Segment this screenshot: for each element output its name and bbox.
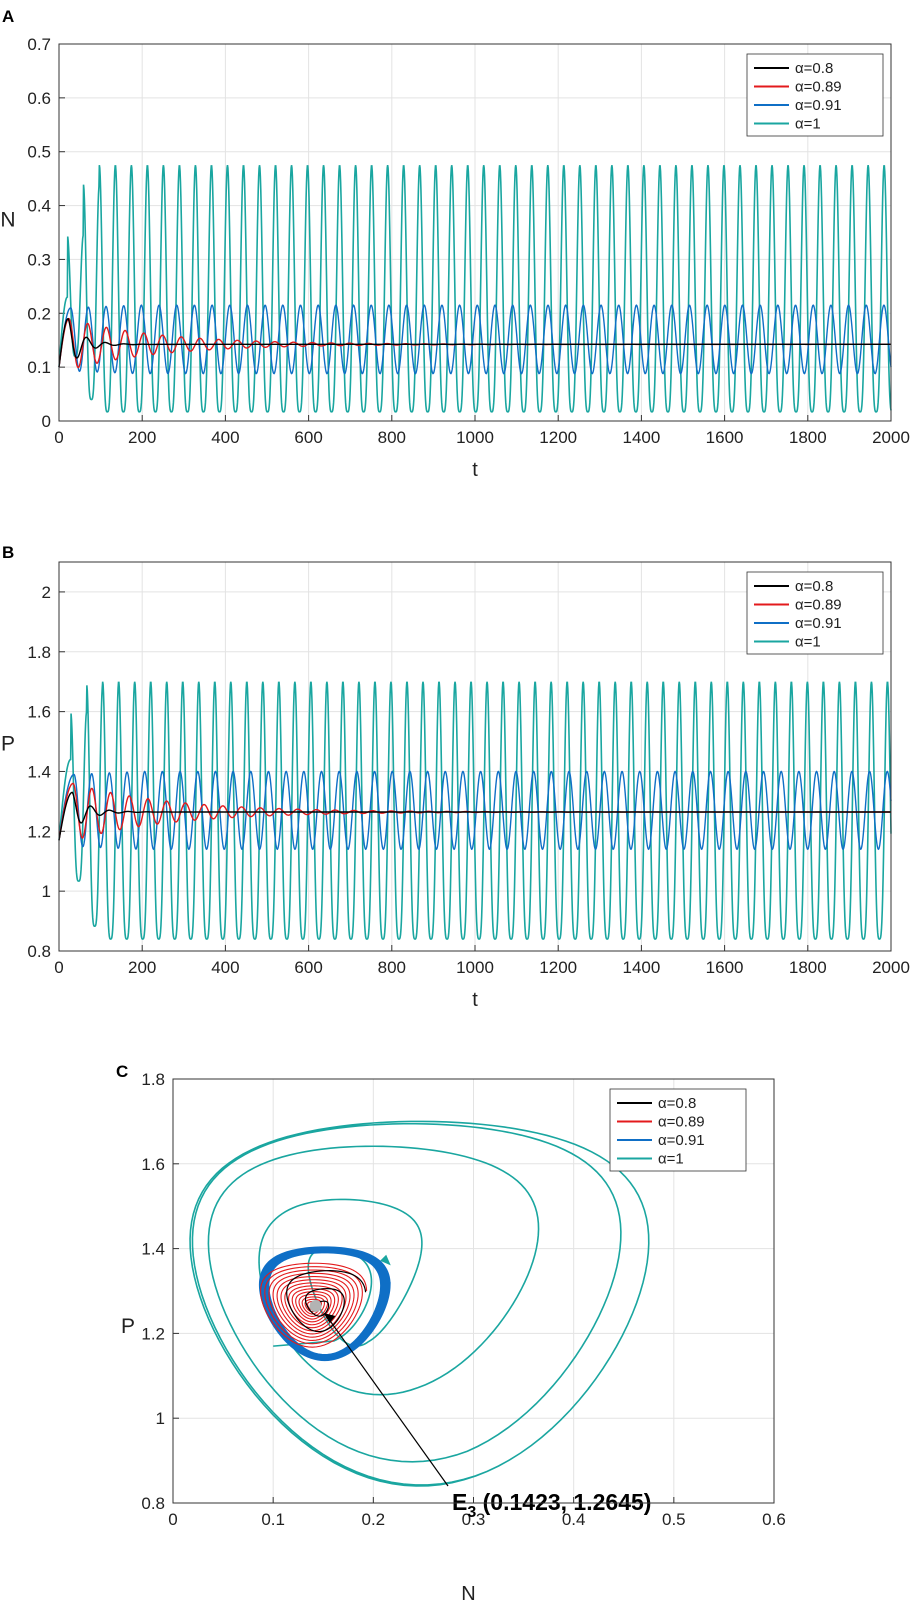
y-tick-label: 0.4	[27, 197, 51, 216]
x-tick-label: 1000	[456, 958, 494, 977]
panel-label: A	[2, 7, 14, 26]
series-line-α=0.91	[58, 770, 892, 851]
y-tick-label: 0.8	[27, 942, 51, 961]
panel-label: B	[2, 543, 14, 562]
legend-label: α=1	[658, 1151, 684, 1168]
legend-label: α=0.89	[795, 597, 842, 614]
panel-label: C	[116, 1062, 128, 1081]
y-tick-label: 2	[42, 583, 51, 602]
y-tick-label: 0	[42, 412, 51, 431]
y-tick-label: 0.3	[27, 250, 51, 269]
x-tick-label: 400	[211, 428, 239, 447]
annotation-arrowhead	[323, 1313, 336, 1324]
x-tick-label: 1800	[789, 958, 827, 977]
y-tick-label: 0.6	[27, 89, 51, 108]
x-tick-label: 0.3	[462, 1510, 486, 1529]
direction-arrow	[380, 1254, 391, 1266]
x-tick-label: 1600	[706, 428, 744, 447]
x-tick-label: 1800	[789, 428, 827, 447]
y-axis-label: N	[0, 209, 15, 232]
x-axis-label: N	[461, 1583, 475, 1605]
x-tick-label: 200	[128, 428, 156, 447]
legend-label: α=1	[795, 116, 821, 133]
legend-label: α=0.89	[658, 1114, 705, 1131]
x-tick-label: 200	[128, 958, 156, 977]
y-axis-label: P	[1, 733, 15, 756]
x-tick-label: 1400	[622, 428, 660, 447]
x-tick-label: 2000	[872, 958, 910, 977]
x-tick-label: 1600	[706, 958, 744, 977]
annotation-coordinates: (0.1423, 1.2645)	[476, 1489, 651, 1515]
y-tick-label: 1.2	[27, 822, 51, 841]
x-axis-label: t	[472, 459, 478, 481]
series-line-α=1	[189, 1120, 650, 1487]
series-line-α=1	[58, 165, 892, 413]
y-tick-label: 1	[42, 882, 51, 901]
y-tick-label: 0.2	[27, 304, 51, 323]
x-tick-label: 0.5	[662, 1510, 686, 1529]
series-line-α=0.91	[58, 304, 892, 375]
annotation-symbol: E	[452, 1489, 467, 1515]
y-tick-label: 0.1	[27, 358, 51, 377]
series-line-α=0.8	[58, 317, 891, 368]
legend-label: α=0.91	[795, 615, 842, 632]
x-tick-label: 1200	[539, 428, 577, 447]
y-tick-label: 1.6	[27, 703, 51, 722]
x-axis-label: t	[472, 989, 478, 1011]
y-tick-label: 1.8	[27, 643, 51, 662]
y-tick-label: 1.6	[141, 1155, 165, 1174]
y-tick-label: 1.4	[141, 1240, 165, 1259]
x-tick-label: 0	[54, 958, 63, 977]
y-tick-label: 1.8	[141, 1070, 165, 1089]
series-line-α=0.91	[258, 1246, 391, 1362]
series-line-α=0.89	[260, 1262, 368, 1348]
panel-a: 0 200 400 600 800 1000 1200 1400 1600 1800 2000 0 0.…	[0, 7, 910, 481]
x-tick-label: 1400	[622, 958, 660, 977]
equilibrium-point	[309, 1300, 322, 1313]
series-line-α=0.8	[58, 791, 891, 841]
annotation-subscript: 3	[467, 1504, 476, 1521]
legend-label: α=0.8	[795, 578, 833, 595]
annotation-label: E3 (0.1423, 1.2645)	[452, 1489, 651, 1521]
y-tick-label: 1.2	[141, 1324, 165, 1343]
x-tick-label: 800	[378, 428, 406, 447]
panel-b: 0 200 400 600 800 1000 1200 1400 1600 1800 2000 0.8…	[1, 543, 910, 1011]
x-tick-label: 600	[294, 958, 322, 977]
y-tick-label: 1	[156, 1409, 165, 1428]
legend-label: α=0.8	[658, 1095, 696, 1112]
x-tick-label: 2000	[872, 428, 910, 447]
x-tick-label: 0.6	[762, 1510, 786, 1529]
legend-label: α=0.91	[795, 97, 842, 114]
x-tick-label: 0	[54, 428, 63, 447]
axes-frame	[58, 43, 892, 422]
legend-label: α=1	[795, 634, 821, 651]
axes-frame	[172, 1078, 775, 1504]
y-tick-label: 1.4	[27, 762, 51, 781]
panel-c: 0 0.1 0.2 0.3 0.4 0.5 0.6 0.8 1 1.2 1.4 1.6 1.8 E3 (0…	[116, 1062, 786, 1605]
y-tick-label: 0.8	[141, 1494, 165, 1513]
legend-label: α=0.89	[795, 79, 842, 96]
legend-label: α=0.8	[795, 60, 833, 77]
x-tick-label: 0.4	[562, 1510, 586, 1529]
x-tick-label: 600	[294, 428, 322, 447]
y-axis-label: P	[121, 1315, 135, 1338]
x-tick-label: 1200	[539, 958, 577, 977]
legend-label: α=0.91	[658, 1132, 705, 1149]
y-tick-label: 0.5	[27, 143, 51, 162]
axes-frame	[58, 561, 892, 952]
x-tick-label: 1000	[456, 428, 494, 447]
y-tick-label: 0.7	[27, 35, 51, 54]
x-tick-label: 800	[378, 958, 406, 977]
x-tick-label: 0.2	[362, 1510, 386, 1529]
x-tick-label: 0.1	[261, 1510, 285, 1529]
x-tick-label: 400	[211, 958, 239, 977]
annotation-arrow-line	[329, 1319, 449, 1487]
series-line-α=1	[58, 681, 892, 940]
x-tick-label: 0	[168, 1510, 177, 1529]
